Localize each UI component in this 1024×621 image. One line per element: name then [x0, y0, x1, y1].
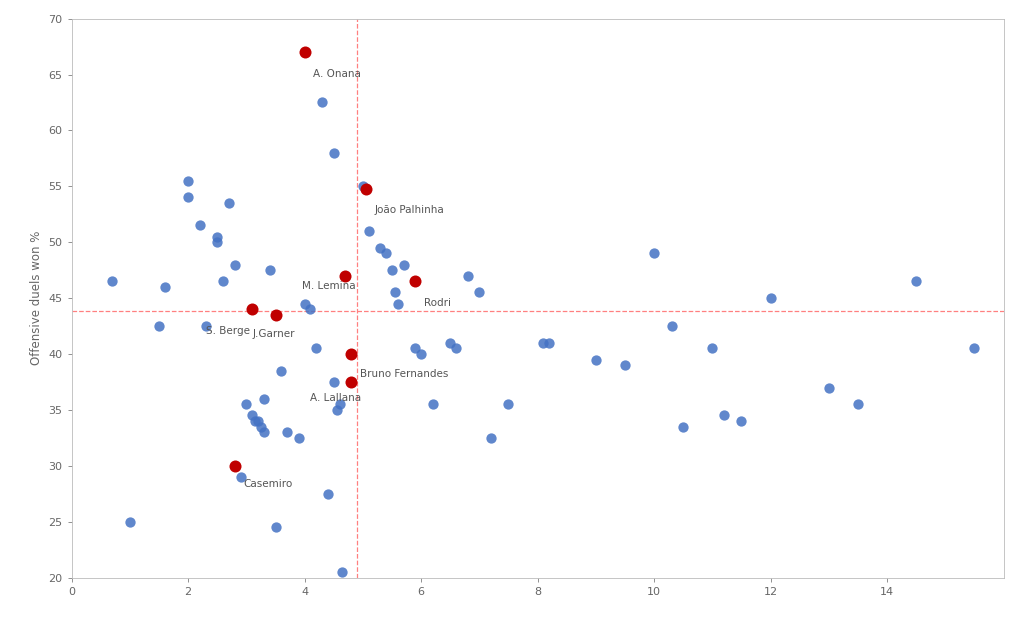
Point — [384, 265, 400, 275]
Point — [483, 433, 500, 443]
Text: Bruno Fernandes: Bruno Fernandes — [360, 368, 449, 379]
Point — [247, 416, 263, 426]
Point — [447, 343, 464, 353]
Point — [471, 288, 487, 297]
Point — [501, 399, 517, 409]
Text: J.Garner: J.Garner — [252, 329, 295, 340]
Point — [209, 237, 225, 247]
Point — [646, 248, 663, 258]
Point — [308, 343, 325, 353]
Point — [413, 349, 429, 359]
Point — [387, 288, 403, 297]
Point — [314, 97, 331, 107]
Point — [279, 427, 295, 437]
Point — [253, 422, 269, 432]
Point — [372, 243, 388, 253]
Point — [319, 489, 336, 499]
Point — [326, 377, 342, 387]
Point — [267, 522, 284, 532]
Point — [291, 433, 307, 443]
Point — [541, 338, 557, 348]
Text: João Palhinha: João Palhinha — [375, 206, 444, 215]
Text: S. Berge: S. Berge — [206, 326, 250, 336]
Point — [297, 47, 313, 57]
Point — [850, 399, 866, 409]
Point — [191, 220, 208, 230]
Point — [705, 343, 721, 353]
Point — [267, 310, 284, 320]
Point — [357, 184, 374, 194]
Point — [343, 377, 359, 387]
Point — [244, 410, 260, 420]
Point — [215, 276, 231, 286]
Point — [360, 226, 377, 236]
Point — [716, 410, 732, 420]
Point — [337, 271, 353, 281]
Text: M. Lemina: M. Lemina — [302, 281, 355, 291]
Point — [442, 338, 459, 348]
Point — [232, 472, 249, 482]
Point — [425, 399, 441, 409]
Point — [536, 338, 552, 348]
Point — [122, 517, 138, 527]
Point — [221, 198, 238, 208]
Point — [389, 299, 406, 309]
Point — [239, 399, 255, 409]
Point — [180, 176, 197, 186]
Text: A. Onana: A. Onana — [313, 69, 361, 79]
Point — [244, 304, 260, 314]
Point — [151, 321, 167, 331]
Point — [180, 193, 197, 202]
Point — [256, 394, 272, 404]
Point — [250, 416, 266, 426]
Point — [733, 416, 750, 426]
Point — [908, 276, 925, 286]
Point — [273, 366, 290, 376]
Point — [820, 383, 837, 392]
Point — [675, 422, 691, 432]
Point — [256, 427, 272, 437]
Point — [209, 232, 225, 242]
Text: A. Lallana: A. Lallana — [310, 393, 361, 403]
Point — [588, 355, 604, 365]
Text: Rodri: Rodri — [424, 298, 451, 308]
Point — [378, 248, 394, 258]
Point — [460, 271, 476, 281]
Y-axis label: Offensive duels won %: Offensive duels won % — [30, 231, 43, 365]
Point — [332, 399, 348, 409]
Point — [408, 276, 424, 286]
Point — [329, 405, 345, 415]
Point — [967, 343, 983, 353]
Point — [334, 567, 350, 577]
Point — [226, 461, 243, 471]
Point — [664, 321, 680, 331]
Point — [395, 260, 412, 270]
Point — [261, 265, 278, 275]
Point — [157, 282, 173, 292]
Point — [762, 293, 778, 303]
Point — [343, 349, 359, 359]
Point — [408, 343, 424, 353]
Point — [226, 260, 243, 270]
Text: Casemiro: Casemiro — [244, 479, 293, 489]
Point — [354, 181, 371, 191]
Point — [616, 360, 633, 370]
Point — [326, 148, 342, 158]
Point — [198, 321, 214, 331]
Point — [297, 299, 313, 309]
Point — [104, 276, 121, 286]
Point — [302, 304, 318, 314]
